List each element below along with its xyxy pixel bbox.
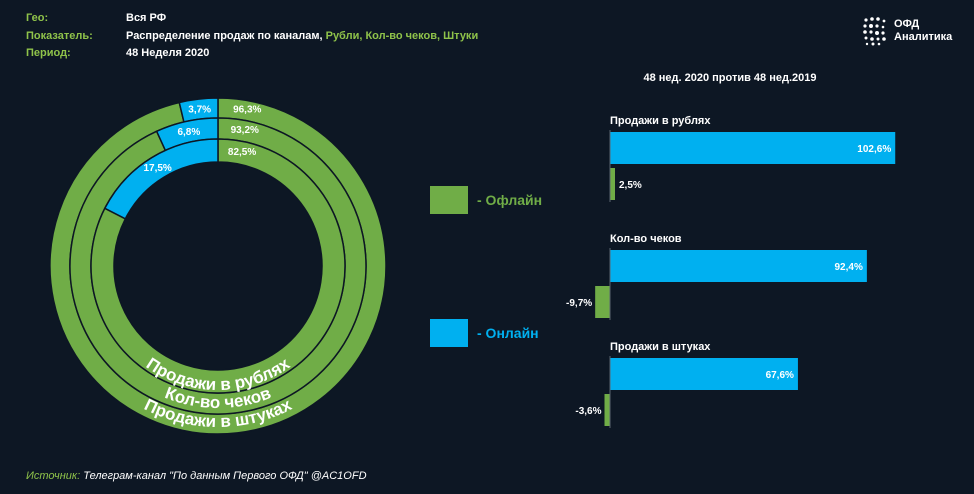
bar-offline	[595, 286, 610, 318]
dots-logo-icon	[863, 17, 886, 46]
bar-offline-label: -3,6%	[575, 406, 601, 417]
geo-label: Гео:	[26, 12, 49, 24]
geo-value-text: Вся РФ	[126, 12, 167, 24]
bar-group-title: Продажи в штуках	[610, 341, 711, 353]
bar-online-label: 102,6%	[857, 144, 891, 155]
bar-group-title: Продажи в рублях	[610, 115, 711, 127]
donut-offline-label: 96,3%	[233, 105, 261, 116]
bar-offline-label: 2,5%	[619, 180, 642, 191]
nested-donut-chart: 3,7% 96,3%6,8% 93,2%17,5%82,5%Продажи в ру…	[49, 97, 387, 435]
period-value: 48 Неделя 2020	[126, 47, 209, 59]
bar-online-label: 92,4%	[835, 262, 863, 273]
bar-online	[610, 132, 896, 164]
legend-offline-swatch	[430, 186, 468, 214]
donut-online-label: 6,8%	[177, 127, 200, 138]
comparison-bar-chart: Продажи в рублях 102,6% 2,5% Кол-во чеков 92…	[566, 115, 896, 428]
ofd-logo: ОФД Аналитика	[862, 16, 962, 48]
donut-offline-label: 82,5%	[228, 147, 256, 158]
legend-online-label: - Онлайн	[477, 325, 539, 341]
bar-online	[610, 358, 798, 390]
bar-group-title: Кол-во чеков	[610, 233, 682, 245]
source-text: Телеграм-канал "По данным Первого ОФД" @…	[80, 470, 367, 482]
metric-value-text: Распределение продаж по каналам,	[126, 30, 323, 42]
logo-text: ОФД Аналитика	[894, 18, 952, 44]
bar-online	[610, 250, 867, 282]
donut-offline-label: 93,2%	[231, 125, 259, 136]
logo-line1: ОФД	[894, 18, 920, 30]
source-note: Источник: Телеграм-канал "По данным Перв…	[26, 470, 367, 482]
geo-value: Вся РФ	[126, 12, 166, 24]
donut-online-label: 3,7%	[188, 105, 211, 116]
donut-online-label: 17,5%	[143, 163, 171, 174]
source-label: Источник:	[26, 470, 81, 482]
bar-offline	[604, 394, 610, 426]
donut-online-segment	[103, 138, 219, 220]
bar-offline-label: -9,7%	[566, 298, 592, 309]
metric-label: Показатель:	[26, 30, 93, 42]
legend-online-swatch	[430, 319, 468, 347]
legend-offline-label: - Офлайн	[477, 192, 543, 208]
bar-online-label: 67,6%	[766, 370, 794, 381]
period-value-text: 48 Неделя 2020	[126, 47, 210, 59]
donut-offline-segment	[90, 138, 346, 394]
bar-offline	[610, 168, 615, 200]
period-label: Период:	[26, 47, 71, 59]
comparison-title: 48 нед. 2020 против 48 нед.2019	[643, 72, 817, 84]
metric-value-suffix: Рубли, Кол-во чеков, Штуки	[322, 30, 479, 42]
logo-line2: Аналитика	[894, 31, 953, 43]
metric-value: Распределение продаж по каналам, Рубли, …	[126, 30, 478, 42]
